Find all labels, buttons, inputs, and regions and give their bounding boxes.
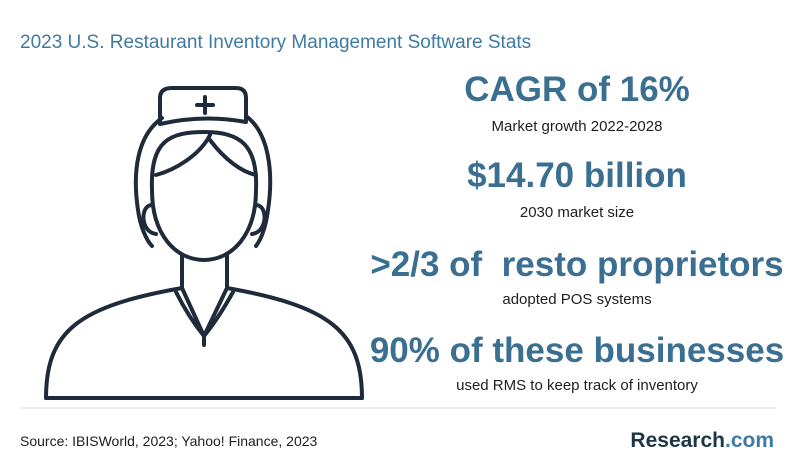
stat-headline: 90% of these businesses (370, 331, 784, 370)
stat-headline: CAGR of 16% (464, 70, 690, 109)
nurse-illustration (44, 86, 364, 400)
logo: Research.com (630, 429, 774, 452)
logo-name: Research (630, 429, 725, 452)
stats: CAGR of 16% Market growth 2022-2028 $14.… (370, 70, 784, 394)
stat-caption: adopted POS systems (502, 291, 651, 308)
stat-caption: 2030 market size (520, 204, 634, 221)
source: Source: IBISWorld, 2023; Yahoo! Finance,… (20, 433, 318, 449)
title: 2023 U.S. Restaurant Inventory Managemen… (20, 32, 531, 53)
stat-caption: Market growth 2022-2028 (492, 118, 663, 135)
logo-suffix: .com (725, 429, 774, 452)
stat-caption: used RMS to keep track of inventory (456, 377, 698, 394)
stat-headline: $14.70 billion (467, 156, 687, 195)
stat-headline: >2/3 of resto proprietors (370, 245, 783, 284)
